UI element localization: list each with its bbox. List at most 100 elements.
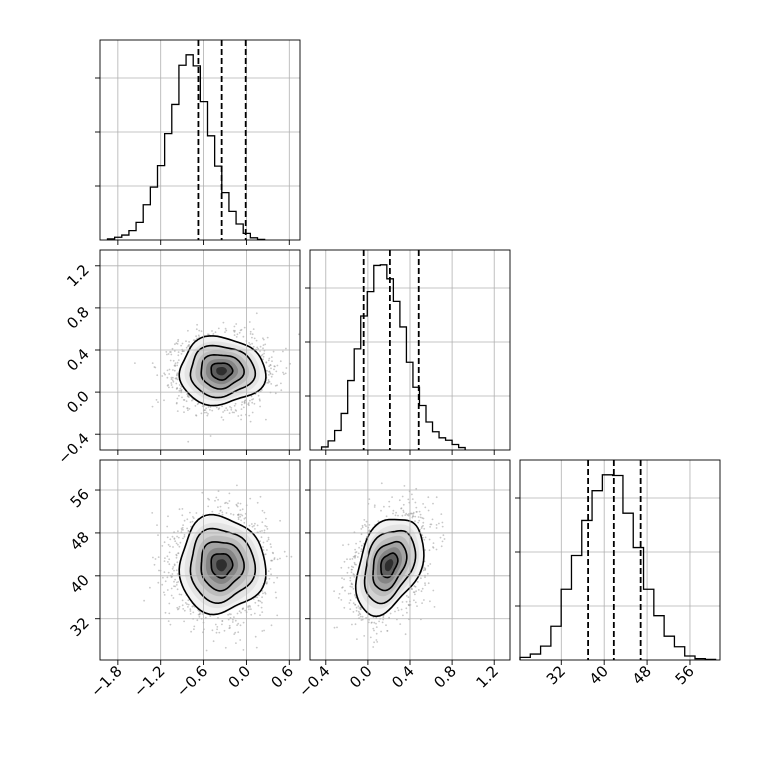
sample-point — [179, 387, 182, 390]
sample-point — [388, 500, 391, 503]
sample-point — [254, 522, 256, 525]
sample-point — [228, 500, 231, 502]
sample-point — [420, 590, 423, 593]
sample-point — [350, 571, 353, 574]
sample-point — [236, 333, 239, 336]
contour-line — [354, 518, 425, 618]
sample-point — [411, 516, 414, 519]
sample-point — [264, 343, 267, 346]
sample-point — [214, 623, 217, 626]
sample-point — [242, 621, 245, 624]
sample-point — [249, 330, 252, 333]
sample-point — [438, 522, 440, 525]
sample-point — [176, 343, 179, 345]
sample-point — [405, 595, 408, 597]
sample-point — [396, 607, 399, 609]
sample-point — [173, 580, 175, 583]
sample-point — [236, 505, 239, 508]
sample-point — [441, 540, 444, 543]
sample-point — [340, 599, 343, 601]
sample-point — [239, 624, 242, 627]
sample-point — [263, 352, 265, 355]
sample-point — [173, 350, 176, 352]
sample-point — [181, 526, 184, 529]
sample-point — [165, 351, 168, 353]
sample-point — [168, 563, 171, 566]
sample-point — [189, 613, 192, 615]
sample-point — [239, 509, 242, 511]
sample-point — [237, 502, 240, 505]
sample-point — [333, 590, 335, 593]
sample-point — [212, 640, 215, 643]
sample-point — [176, 361, 179, 364]
sample-point — [265, 582, 268, 585]
sample-point — [241, 514, 244, 517]
sample-point — [413, 599, 415, 602]
sample-point — [241, 607, 244, 610]
sample-point — [267, 359, 270, 362]
sample-point — [432, 589, 435, 592]
sample-point — [397, 514, 399, 517]
histogram-panel-1 — [95, 39, 301, 245]
sample-point — [349, 599, 352, 602]
y-tick-label: 0.4 — [63, 345, 93, 375]
sample-point — [162, 576, 164, 579]
sample-point — [285, 347, 287, 350]
sample-point — [168, 551, 171, 554]
sample-point — [353, 576, 356, 578]
sample-point — [255, 646, 258, 649]
sample-point — [223, 409, 226, 412]
sample-point — [422, 517, 425, 520]
sample-point — [420, 527, 423, 529]
sample-point — [230, 407, 233, 409]
x-tick-label: 40 — [586, 662, 612, 688]
sample-point — [259, 614, 261, 616]
sample-point — [273, 557, 276, 559]
sample-point — [227, 618, 230, 621]
y-tick-label: −0.4 — [54, 429, 92, 467]
sample-point — [253, 337, 256, 340]
sample-point — [201, 405, 204, 408]
sample-point — [269, 364, 272, 366]
sample-point — [367, 621, 370, 624]
sample-point — [268, 365, 271, 368]
sample-point — [252, 345, 255, 348]
sample-point — [193, 625, 196, 628]
sample-point — [163, 591, 165, 594]
sample-point — [260, 354, 263, 357]
sample-point — [164, 373, 167, 376]
contour-line — [200, 541, 245, 592]
sample-point — [197, 334, 200, 337]
sample-point — [256, 596, 259, 599]
sample-point — [228, 624, 231, 627]
sample-point — [181, 604, 184, 607]
sample-point — [226, 409, 229, 411]
density-panel-2-3: −0.4 0.0 0.4 0.8 1.2 — [295, 459, 511, 701]
sample-point — [189, 608, 192, 611]
sample-point — [443, 538, 446, 540]
sample-point — [353, 594, 356, 596]
sample-point — [211, 330, 213, 332]
sample-point — [183, 535, 186, 538]
x-tick-label: 32 — [543, 662, 569, 688]
sample-point — [205, 407, 208, 410]
sample-point — [423, 599, 425, 601]
sample-point — [175, 584, 178, 586]
sample-point — [421, 587, 424, 590]
sample-point — [261, 521, 264, 524]
sample-point — [404, 514, 407, 516]
sample-point — [233, 616, 235, 618]
sample-point — [192, 339, 195, 341]
sample-point — [424, 536, 427, 539]
sample-point — [267, 380, 270, 383]
sample-point — [166, 376, 169, 379]
sample-point — [356, 638, 358, 640]
sample-point — [363, 635, 366, 637]
sample-point — [261, 389, 263, 391]
sample-point — [203, 411, 206, 414]
sample-point — [273, 368, 275, 371]
sample-point — [359, 606, 362, 609]
x-tick-label: 0.0 — [225, 662, 255, 692]
sample-point — [276, 384, 278, 387]
sample-point — [209, 615, 212, 617]
